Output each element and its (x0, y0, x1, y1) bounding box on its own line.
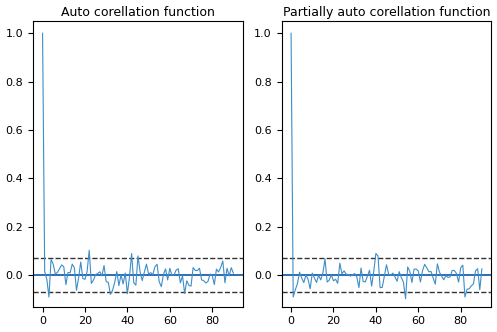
Title: Partially auto corellation function: Partially auto corellation function (283, 6, 490, 19)
Title: Auto corellation function: Auto corellation function (61, 6, 215, 19)
